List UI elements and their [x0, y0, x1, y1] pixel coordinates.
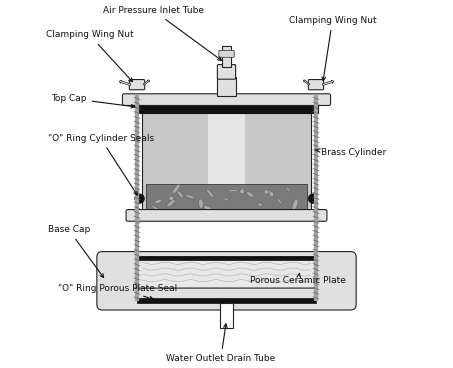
- Text: Air Pressure Inlet Tube: Air Pressure Inlet Tube: [103, 6, 222, 60]
- FancyBboxPatch shape: [122, 94, 331, 106]
- Bar: [143, 111, 310, 213]
- Ellipse shape: [222, 198, 229, 201]
- Text: Brass Cylinder: Brass Cylinder: [316, 148, 387, 158]
- Bar: [135, 102, 318, 113]
- Ellipse shape: [173, 184, 180, 194]
- Bar: [137, 298, 316, 303]
- Ellipse shape: [207, 189, 214, 198]
- Ellipse shape: [270, 192, 274, 197]
- Ellipse shape: [286, 187, 290, 192]
- Text: Clamping Wing Nut: Clamping Wing Nut: [46, 31, 133, 82]
- Ellipse shape: [167, 199, 175, 207]
- Ellipse shape: [198, 199, 203, 208]
- Circle shape: [135, 194, 145, 204]
- Ellipse shape: [227, 190, 238, 192]
- Bar: [222, 46, 231, 67]
- Ellipse shape: [177, 191, 183, 198]
- Ellipse shape: [169, 196, 173, 201]
- FancyBboxPatch shape: [130, 79, 145, 90]
- Text: Porous Ceramic Plate: Porous Ceramic Plate: [250, 273, 346, 285]
- FancyArrow shape: [119, 80, 131, 85]
- Text: "O" Ring Porous Plate Seal: "O" Ring Porous Plate Seal: [58, 284, 178, 300]
- FancyBboxPatch shape: [308, 79, 323, 90]
- Ellipse shape: [246, 192, 254, 197]
- Text: Base Cap: Base Cap: [48, 225, 104, 277]
- Ellipse shape: [155, 200, 161, 204]
- Ellipse shape: [264, 190, 272, 194]
- Text: Clamping Wing Nut: Clamping Wing Nut: [289, 16, 376, 81]
- Ellipse shape: [264, 190, 269, 194]
- Ellipse shape: [241, 187, 245, 194]
- Text: Water Outlet Drain Tube: Water Outlet Drain Tube: [166, 324, 275, 363]
- Text: Top Cap: Top Cap: [51, 94, 135, 108]
- FancyBboxPatch shape: [137, 257, 316, 288]
- FancyBboxPatch shape: [126, 209, 327, 221]
- FancyArrow shape: [143, 80, 149, 85]
- Ellipse shape: [258, 203, 262, 206]
- Bar: [217, 77, 236, 96]
- FancyBboxPatch shape: [217, 64, 236, 79]
- Text: "O" Ring Cylinder Seals: "O" Ring Cylinder Seals: [48, 134, 154, 195]
- Bar: [208, 111, 245, 213]
- Circle shape: [308, 194, 318, 204]
- Ellipse shape: [203, 206, 213, 212]
- Bar: [220, 303, 233, 328]
- FancyBboxPatch shape: [219, 50, 234, 57]
- FancyBboxPatch shape: [97, 252, 356, 310]
- Ellipse shape: [240, 189, 245, 194]
- Ellipse shape: [185, 195, 195, 198]
- Bar: [146, 184, 307, 213]
- Ellipse shape: [277, 198, 282, 204]
- FancyArrow shape: [304, 80, 310, 85]
- Ellipse shape: [152, 206, 161, 212]
- Bar: [137, 256, 316, 260]
- FancyArrow shape: [322, 80, 334, 85]
- Ellipse shape: [292, 199, 298, 210]
